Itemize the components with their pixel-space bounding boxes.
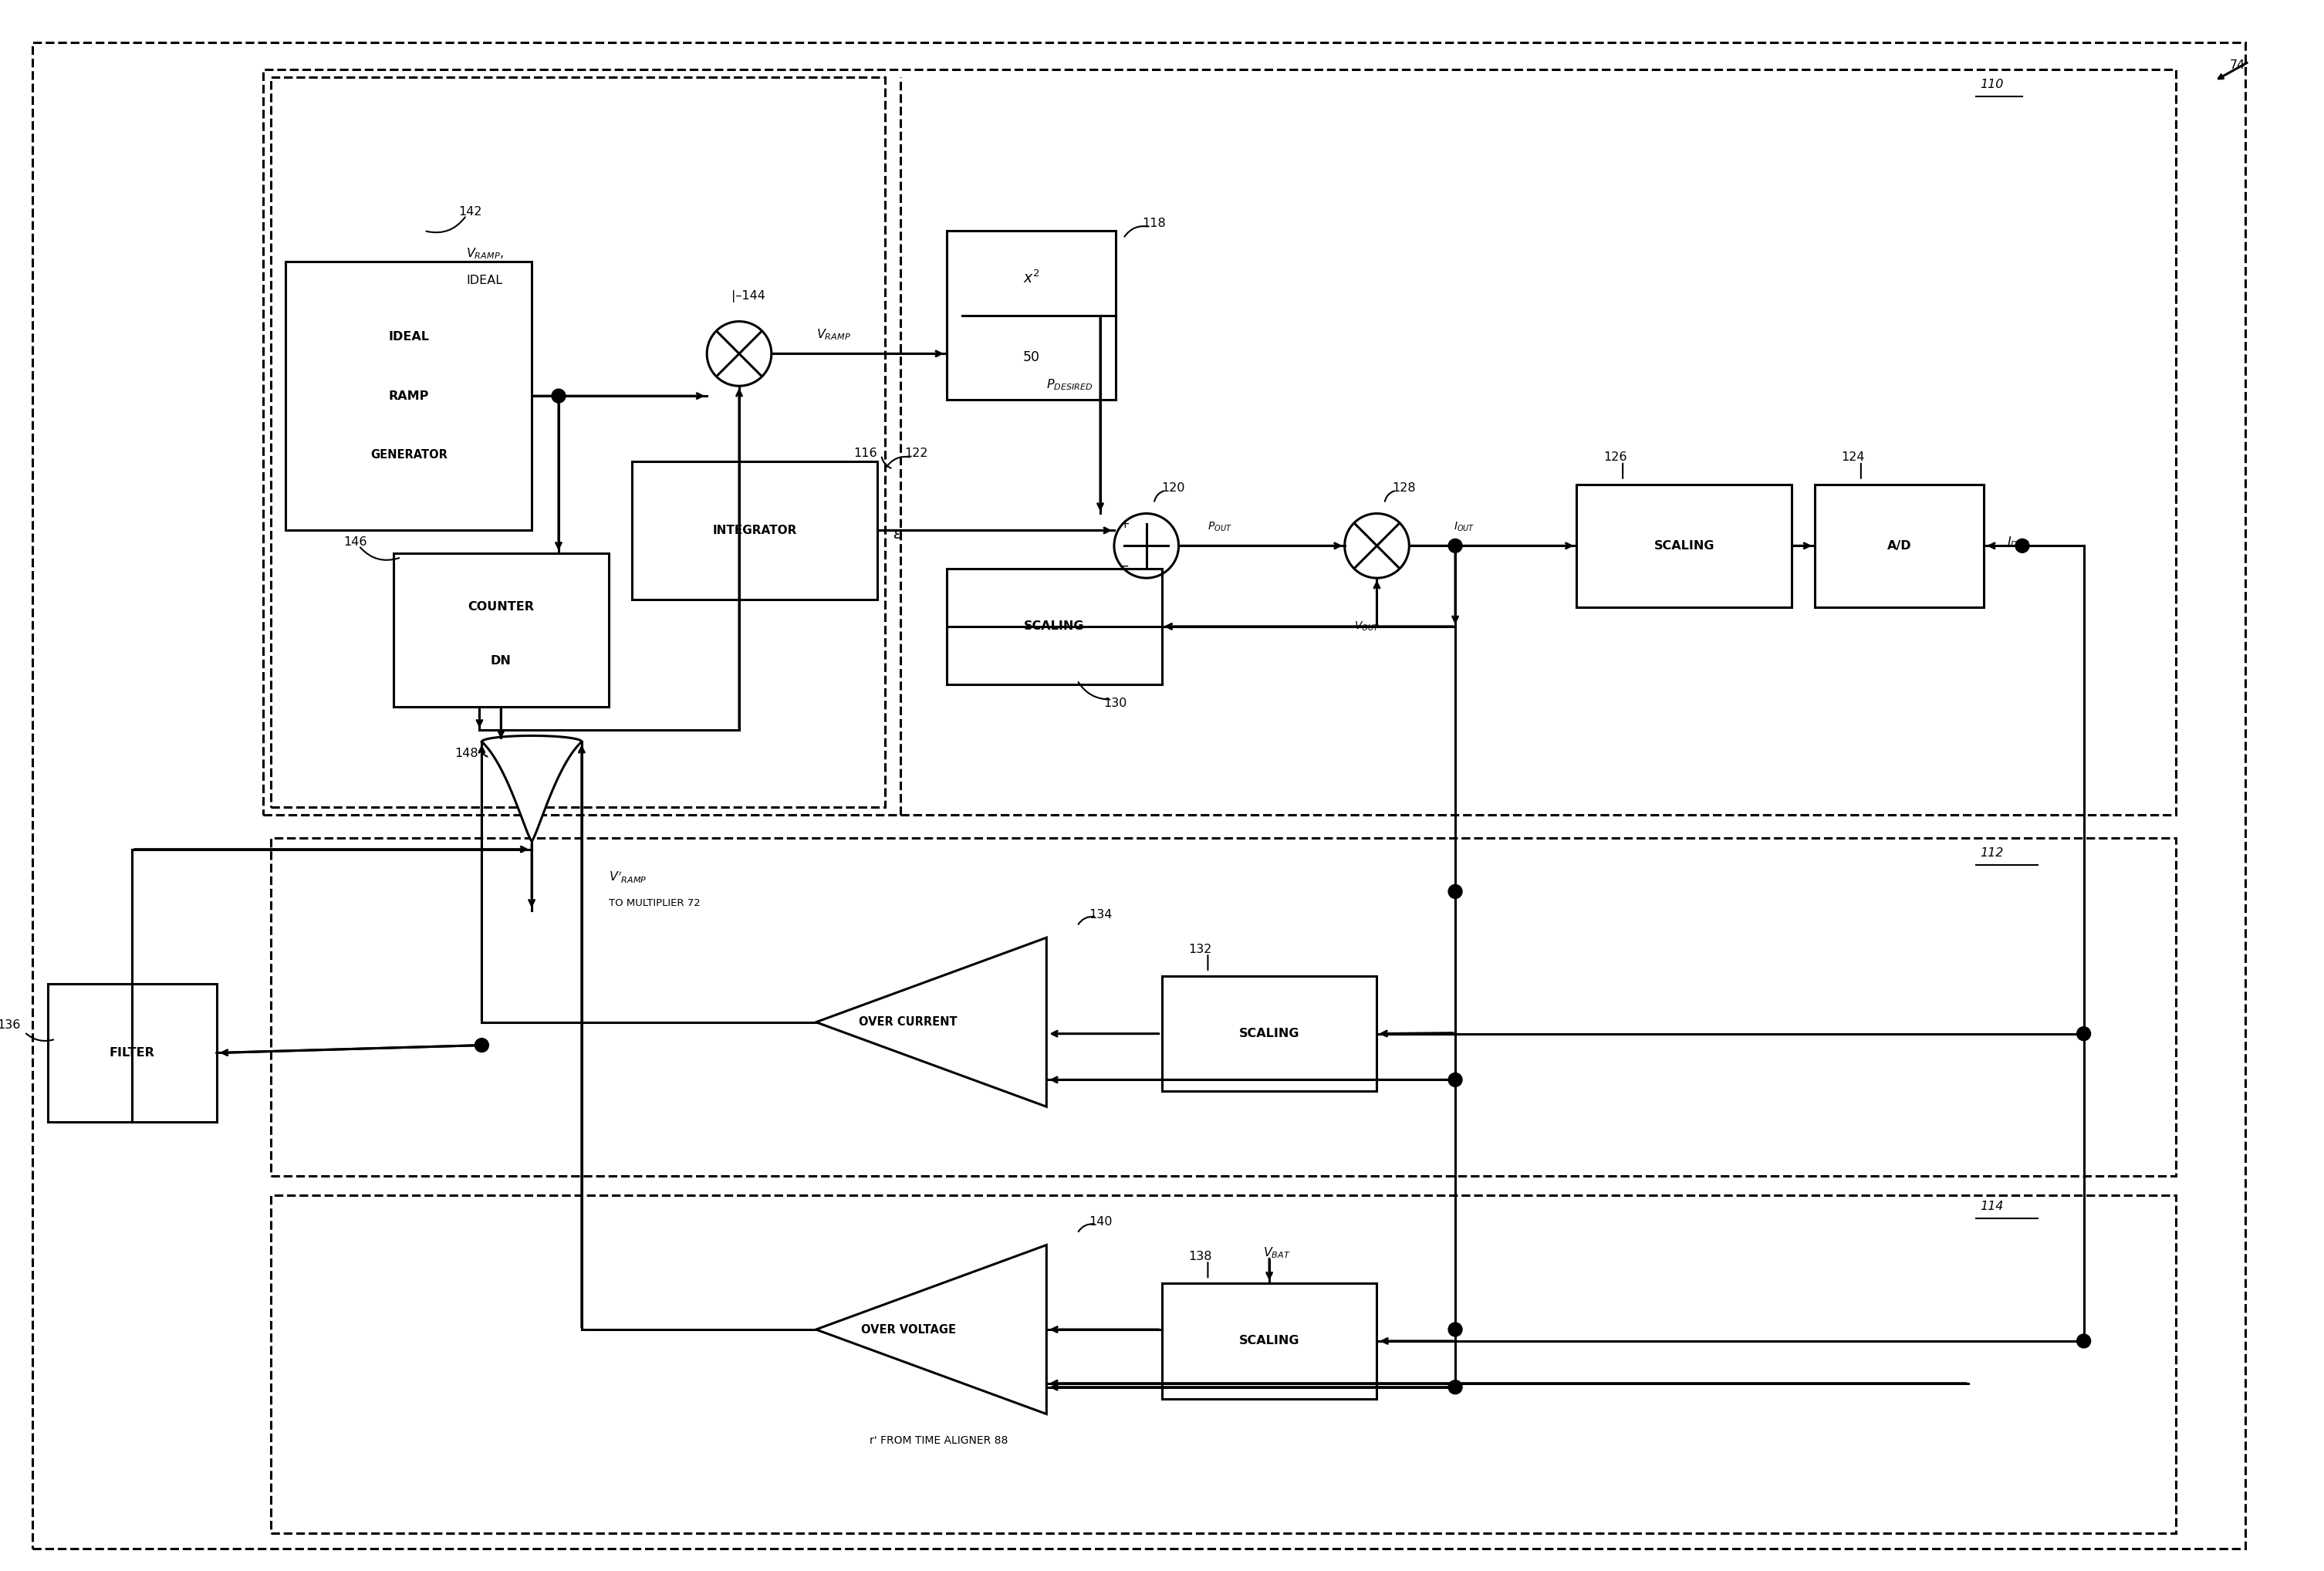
Bar bbox=[632, 462, 878, 600]
Bar bbox=[49, 983, 216, 1122]
Text: 120: 120 bbox=[1162, 482, 1185, 493]
Bar bbox=[270, 77, 885, 807]
Text: $P_{OUT}$: $P_{OUT}$ bbox=[1208, 520, 1232, 533]
Text: 126: 126 bbox=[1604, 451, 1627, 463]
Text: 118: 118 bbox=[1141, 217, 1167, 229]
Text: $V_{OUT}$: $V_{OUT}$ bbox=[1355, 621, 1378, 633]
Circle shape bbox=[1448, 1323, 1462, 1337]
Text: 112: 112 bbox=[1980, 847, 2003, 859]
Text: $V_{BAT}$: $V_{BAT}$ bbox=[1264, 1246, 1290, 1260]
Bar bbox=[1162, 1284, 1376, 1398]
Bar bbox=[1162, 976, 1376, 1092]
Circle shape bbox=[1448, 1381, 1462, 1393]
Text: $V_{RAMP},$: $V_{RAMP},$ bbox=[467, 247, 504, 261]
Text: $\varepsilon$: $\varepsilon$ bbox=[892, 526, 902, 542]
Text: GENERATOR: GENERATOR bbox=[370, 449, 446, 460]
Bar bbox=[286, 261, 532, 531]
Text: 114: 114 bbox=[1980, 1200, 2003, 1213]
Circle shape bbox=[2078, 1334, 2092, 1348]
Text: A/D: A/D bbox=[1887, 540, 1913, 551]
Text: $x^2$: $x^2$ bbox=[1023, 270, 1039, 286]
Text: 50: 50 bbox=[1023, 350, 1039, 364]
Text: 116: 116 bbox=[853, 448, 878, 459]
Bar bbox=[270, 837, 2175, 1175]
Polygon shape bbox=[481, 735, 581, 842]
Circle shape bbox=[474, 1038, 488, 1053]
Circle shape bbox=[1448, 539, 1462, 553]
Text: DN: DN bbox=[490, 655, 511, 666]
Circle shape bbox=[2078, 1027, 2092, 1040]
Text: 130: 130 bbox=[1104, 698, 1127, 709]
Circle shape bbox=[551, 390, 565, 402]
Bar bbox=[946, 569, 1162, 683]
Text: 148: 148 bbox=[453, 748, 479, 759]
Text: 124: 124 bbox=[1841, 451, 1866, 463]
Text: $I_{DET}$: $I_{DET}$ bbox=[2008, 534, 2029, 550]
Text: FILTER: FILTER bbox=[109, 1048, 156, 1059]
Text: SCALING: SCALING bbox=[1239, 1335, 1299, 1346]
Text: 134: 134 bbox=[1088, 908, 1111, 921]
Text: 122: 122 bbox=[904, 448, 927, 459]
Text: COUNTER: COUNTER bbox=[467, 602, 535, 613]
Text: SCALING: SCALING bbox=[1025, 621, 1085, 632]
Bar bbox=[270, 1196, 2175, 1533]
Polygon shape bbox=[816, 938, 1046, 1106]
Bar bbox=[946, 231, 1116, 399]
Text: IDEAL: IDEAL bbox=[467, 275, 502, 286]
Text: 136: 136 bbox=[0, 1020, 21, 1031]
Circle shape bbox=[1448, 1073, 1462, 1087]
Text: $I_{OUT}$: $I_{OUT}$ bbox=[1455, 520, 1476, 533]
Text: +: + bbox=[1120, 518, 1129, 529]
Text: $V'_{RAMP}$: $V'_{RAMP}$ bbox=[609, 869, 646, 884]
Text: OVER CURRENT: OVER CURRENT bbox=[860, 1016, 957, 1027]
Text: $V_{RAMP}$: $V_{RAMP}$ bbox=[816, 327, 851, 341]
Text: $-$: $-$ bbox=[1118, 558, 1129, 572]
Text: OVER VOLTAGE: OVER VOLTAGE bbox=[860, 1324, 955, 1335]
Circle shape bbox=[2015, 539, 2029, 553]
Text: SCALING: SCALING bbox=[1655, 540, 1715, 551]
Text: IDEAL: IDEAL bbox=[388, 331, 430, 342]
Text: TO MULTIPLIER 72: TO MULTIPLIER 72 bbox=[609, 899, 700, 908]
Polygon shape bbox=[816, 1244, 1046, 1414]
Text: SCALING: SCALING bbox=[1239, 1027, 1299, 1040]
Text: 110: 110 bbox=[1980, 79, 2003, 91]
Text: 142: 142 bbox=[458, 206, 481, 217]
Text: $P_{DESIRED}$: $P_{DESIRED}$ bbox=[1046, 377, 1092, 391]
Bar bbox=[1576, 484, 1792, 608]
Text: 132: 132 bbox=[1188, 943, 1211, 955]
Bar bbox=[1815, 484, 1985, 608]
Text: 140: 140 bbox=[1088, 1216, 1113, 1227]
Text: |–144: |–144 bbox=[732, 291, 765, 302]
Circle shape bbox=[1448, 884, 1462, 899]
Text: 128: 128 bbox=[1392, 482, 1415, 493]
Bar bbox=[393, 553, 609, 707]
Text: 146: 146 bbox=[344, 536, 367, 548]
Bar bbox=[263, 69, 2175, 815]
Text: r' FROM TIME ALIGNER 88: r' FROM TIME ALIGNER 88 bbox=[869, 1436, 1009, 1447]
Text: INTEGRATOR: INTEGRATOR bbox=[713, 525, 797, 536]
Text: 138: 138 bbox=[1188, 1251, 1211, 1262]
Text: RAMP: RAMP bbox=[388, 390, 430, 402]
Text: 74: 74 bbox=[2229, 60, 2245, 71]
